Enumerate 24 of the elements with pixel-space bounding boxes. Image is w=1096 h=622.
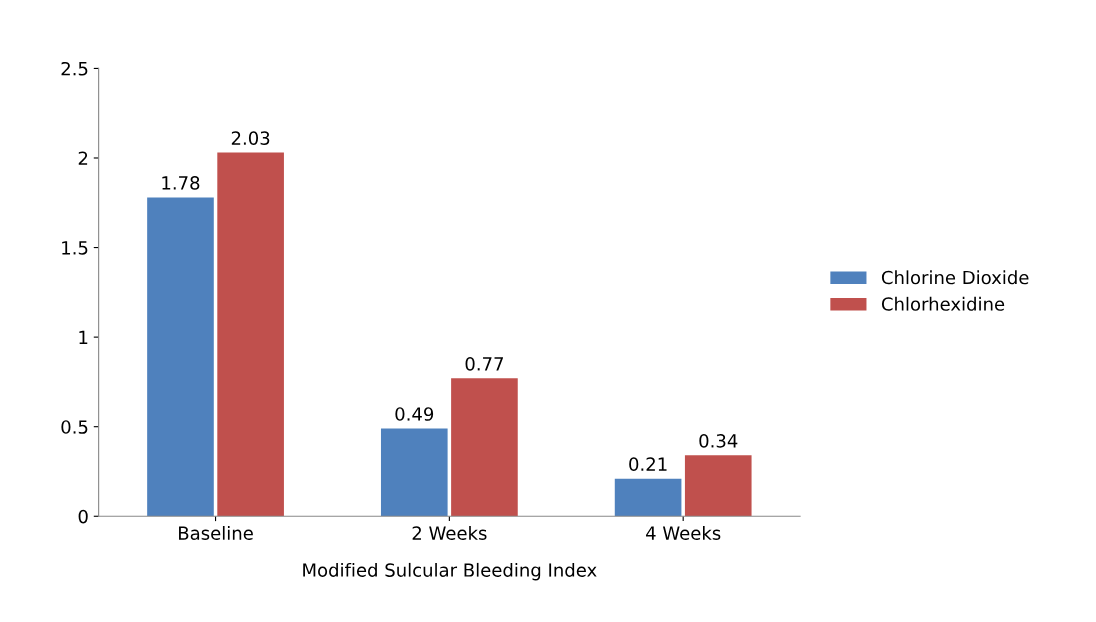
bar: [451, 378, 518, 517]
data-label: 0.77: [465, 357, 503, 371]
data-label: 1.78: [162, 176, 200, 190]
legend-label: Chlorhexidine: [881, 296, 1005, 311]
legend-label: Chlorine Dioxide: [881, 270, 1029, 285]
bar: [217, 152, 284, 517]
data-label: 0.49: [395, 407, 434, 421]
y-tick-label: 2.5: [61, 61, 88, 76]
y-tick-label: 0.5: [61, 420, 88, 434]
data-label: 0.34: [699, 434, 738, 448]
x-tick-label: Baseline: [179, 525, 253, 540]
x-tick-label: 2 Weeks: [412, 525, 487, 540]
y-tick-label: 1.5: [62, 241, 88, 255]
data-label: 2.03: [231, 131, 270, 145]
data-label: 0.21: [629, 457, 667, 471]
y-tick-label: 2: [78, 151, 88, 165]
bar: [380, 428, 448, 517]
bar: [684, 455, 752, 517]
x-axis-title: Modified Sulcular Bleeding Index: [303, 562, 597, 581]
y-tick-label: 1: [79, 330, 88, 344]
bar: [147, 197, 214, 517]
bar: [614, 478, 682, 517]
y-tick-label: 0: [78, 509, 88, 524]
x-tick-label: 4 Weeks: [646, 525, 721, 540]
